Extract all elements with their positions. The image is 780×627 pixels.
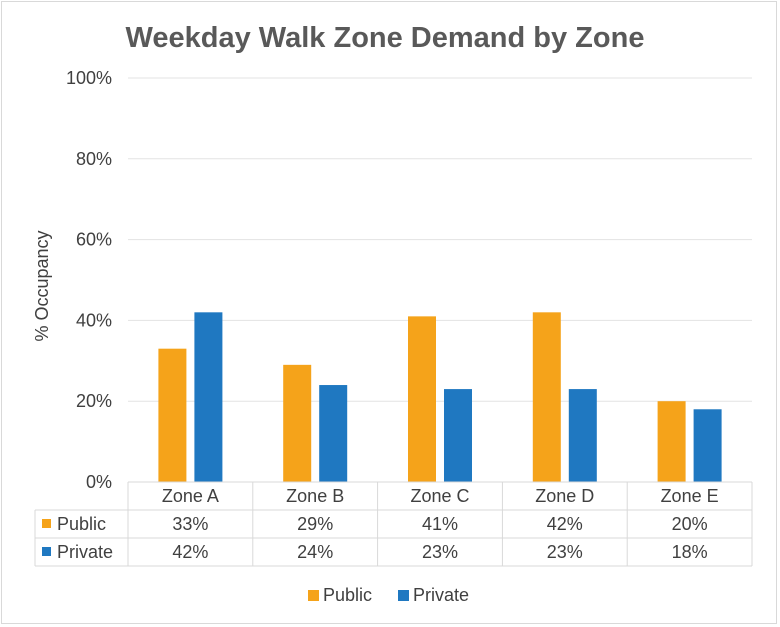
data-label: 42%	[547, 514, 583, 534]
data-label: 29%	[297, 514, 333, 534]
y-tick-label: 60%	[76, 230, 112, 250]
data-label: 18%	[672, 542, 708, 562]
data-label: 33%	[172, 514, 208, 534]
x-tick-label: Zone D	[535, 486, 594, 506]
table-series-name: Public	[57, 514, 106, 534]
bar-public-zone-d	[532, 312, 561, 482]
y-tick-label: 0%	[86, 472, 112, 492]
y-tick-label: 40%	[76, 310, 112, 330]
legend-label-public: Public	[323, 585, 372, 605]
x-tick-label: Zone B	[286, 486, 344, 506]
legend-key-private	[398, 590, 409, 601]
y-axis-label: % Occupancy	[32, 230, 52, 341]
y-tick-labels: 0% 20% 40% 60% 80% 100%	[66, 68, 112, 492]
bars	[158, 312, 722, 482]
chart-title: Weekday Walk Zone Demand by Zone	[126, 22, 645, 54]
grid-lines	[128, 77, 752, 402]
bar-private-zone-b	[319, 385, 348, 482]
x-tick-label: Zone C	[410, 486, 469, 506]
bar-public-zone-a	[158, 348, 187, 482]
legend-label-private: Private	[413, 585, 469, 605]
bar-private-zone-e	[693, 409, 722, 482]
legend: Public Private	[308, 585, 469, 605]
y-tick-label: 20%	[76, 391, 112, 411]
data-label: 42%	[172, 542, 208, 562]
bar-public-zone-c	[408, 316, 436, 482]
x-tick-label: Zone E	[661, 486, 719, 506]
bar-public-zone-e	[657, 401, 686, 482]
data-label: 23%	[422, 542, 458, 562]
y-tick-label: 80%	[76, 149, 112, 169]
table-legend-key-private	[42, 547, 51, 556]
bar-private-zone-c	[444, 389, 472, 482]
data-table: Zone A Zone B Zone C Zone D Zone E Public 33% 2…	[34, 481, 753, 567]
table-legend-key-public	[42, 519, 51, 528]
data-label: 20%	[672, 514, 708, 534]
data-label: 23%	[547, 542, 583, 562]
legend-key-public	[308, 590, 319, 601]
data-label: 24%	[297, 542, 333, 562]
bar-public-zone-b	[283, 364, 312, 482]
bar-private-zone-d	[568, 389, 597, 482]
data-label: 41%	[422, 514, 458, 534]
y-tick-label: 100%	[66, 68, 112, 88]
bar-private-zone-a	[194, 312, 223, 482]
table-series-name: Private	[57, 542, 113, 562]
x-tick-label: Zone A	[162, 486, 219, 506]
